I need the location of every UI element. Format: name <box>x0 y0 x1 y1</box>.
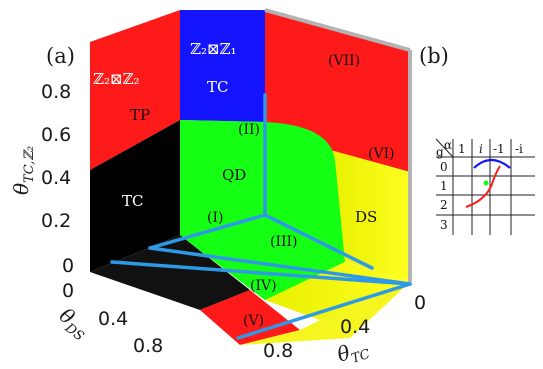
table-row-3: 3 <box>440 218 448 232</box>
region-label-tc-top: TC <box>207 78 228 96</box>
right-tick-0-4: 0.4 <box>340 316 370 338</box>
bottom-black-strip <box>90 235 250 310</box>
table-col-i: i <box>479 142 483 156</box>
panel-label-a: (a) <box>46 44 75 68</box>
left-tick-0-2: 0.2 <box>41 210 71 232</box>
boundary-line-front <box>236 282 412 340</box>
right-axis-label-sub: TC <box>350 347 372 367</box>
region-label-qd: QD <box>222 166 246 184</box>
depth-tick-0-8: 0.8 <box>133 335 163 357</box>
table-row-0: 0 <box>440 160 448 174</box>
svg-text:θTC: θTC <box>334 334 372 369</box>
depth-tick-0: 0 <box>62 280 74 302</box>
table-row-2: 2 <box>440 198 448 212</box>
path-label-i: (I) <box>207 210 223 226</box>
depth-axis-ticks: 0 0.4 0.8 <box>62 280 163 357</box>
panel-b-table: α g 1 i -1 -i 0 1 2 3 <box>435 138 535 235</box>
left-tick-0-8: 0.8 <box>41 81 71 103</box>
cube-frame <box>264 8 412 282</box>
right-axis-ticks: 0 0.4 0.8 <box>263 292 426 362</box>
region-label-tc-top-symmetry: ℤ₂⊠ℤ₁ <box>190 40 237 58</box>
table-red-curve <box>465 165 501 208</box>
svg-text:θTC,ℤ₂: θTC,ℤ₂ <box>9 146 37 195</box>
right-tick-0-8: 0.8 <box>263 340 293 362</box>
path-label-v: (V) <box>243 313 264 329</box>
right-axis-label: θTC <box>334 334 372 369</box>
left-face-black-region <box>90 120 180 272</box>
boundary-line-i <box>148 213 267 250</box>
bottom-face <box>90 235 410 345</box>
svg-text:θDS: θDS <box>52 303 94 344</box>
path-label-vii: (VII) <box>328 53 360 69</box>
region-label-tp: TP <box>130 106 150 124</box>
table-col-minus-i: -i <box>515 142 523 156</box>
path-label-ii: (II) <box>238 122 260 138</box>
boundary-line-iii <box>263 213 374 270</box>
left-tick-0: 0 <box>62 255 74 277</box>
left-face-red-region <box>90 10 180 170</box>
right-face-yellow-region <box>330 150 410 282</box>
depth-axis-label: θDS <box>52 303 94 344</box>
region-label-tp-symmetry: ℤ₂⊠ℤ₂ <box>93 70 140 88</box>
table-corner-alpha: α <box>444 138 452 152</box>
panel-label-b: (b) <box>419 44 449 68</box>
path-label-vi: (VI) <box>368 146 395 162</box>
table-col-minus1: -1 <box>493 142 505 156</box>
boundary-line-base-left <box>110 260 412 286</box>
phase-boundary-lines <box>110 93 412 340</box>
bottom-red-region <box>200 290 300 345</box>
region-label-ds: DS <box>355 208 377 226</box>
left-axis-label-sub: TC,ℤ₂ <box>22 146 37 183</box>
table-corner-g: g <box>436 145 444 159</box>
boundary-line-base-back <box>148 246 412 286</box>
bottom-yellow-region <box>265 262 410 320</box>
bottom-front-yellow-region <box>240 282 410 345</box>
path-label-iii: (III) <box>270 234 298 250</box>
left-axis-label: θTC,ℤ₂ <box>9 146 37 195</box>
region-label-tc-left: TC <box>122 192 143 210</box>
left-tick-0-4: 0.4 <box>41 167 71 189</box>
depth-tick-0-4: 0.4 <box>98 308 128 330</box>
table-green-dot <box>483 180 489 186</box>
bottom-green-region <box>180 235 320 300</box>
left-tick-0-6: 0.6 <box>41 124 71 146</box>
table-col-1: 1 <box>458 142 466 156</box>
back-blue-region <box>180 10 265 122</box>
left-axis-label-main: θ <box>9 183 33 195</box>
table-blue-curve <box>473 158 511 169</box>
path-label-iv: (IV) <box>250 278 277 294</box>
table-row-1: 1 <box>440 179 448 193</box>
left-axis-ticks: 0.8 0.6 0.4 0.2 0 <box>41 81 74 277</box>
right-tick-0: 0 <box>414 292 426 314</box>
